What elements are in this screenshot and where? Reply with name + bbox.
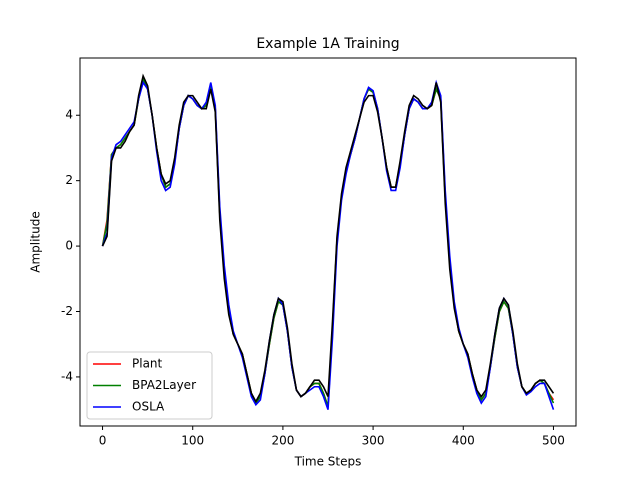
y-tick-label: 4 bbox=[65, 108, 73, 122]
legend-box bbox=[86, 351, 213, 420]
y-tick-label: -4 bbox=[61, 369, 73, 383]
x-tick-label: 100 bbox=[181, 434, 204, 448]
x-tick-label: 200 bbox=[271, 434, 294, 448]
legend-label: BPA2Layer bbox=[132, 378, 196, 392]
y-tick-label: 0 bbox=[65, 239, 73, 253]
legend-label: Plant bbox=[132, 357, 163, 371]
x-tick-label: 400 bbox=[452, 434, 475, 448]
plot-frame bbox=[79, 57, 577, 427]
series-line bbox=[101, 73, 555, 404]
x-axis-label: Time Steps bbox=[294, 455, 362, 469]
y-tick-label: -2 bbox=[61, 304, 73, 318]
x-tick-label: 500 bbox=[542, 434, 565, 448]
y-axis-label: Amplitude bbox=[29, 211, 43, 273]
chart-title: Example 1A Training bbox=[256, 36, 399, 52]
y-tick-label: 2 bbox=[65, 173, 73, 187]
x-tick-label: 0 bbox=[99, 434, 107, 448]
legend-label: OSLA bbox=[132, 400, 165, 414]
x-tick-label: 300 bbox=[362, 434, 385, 448]
